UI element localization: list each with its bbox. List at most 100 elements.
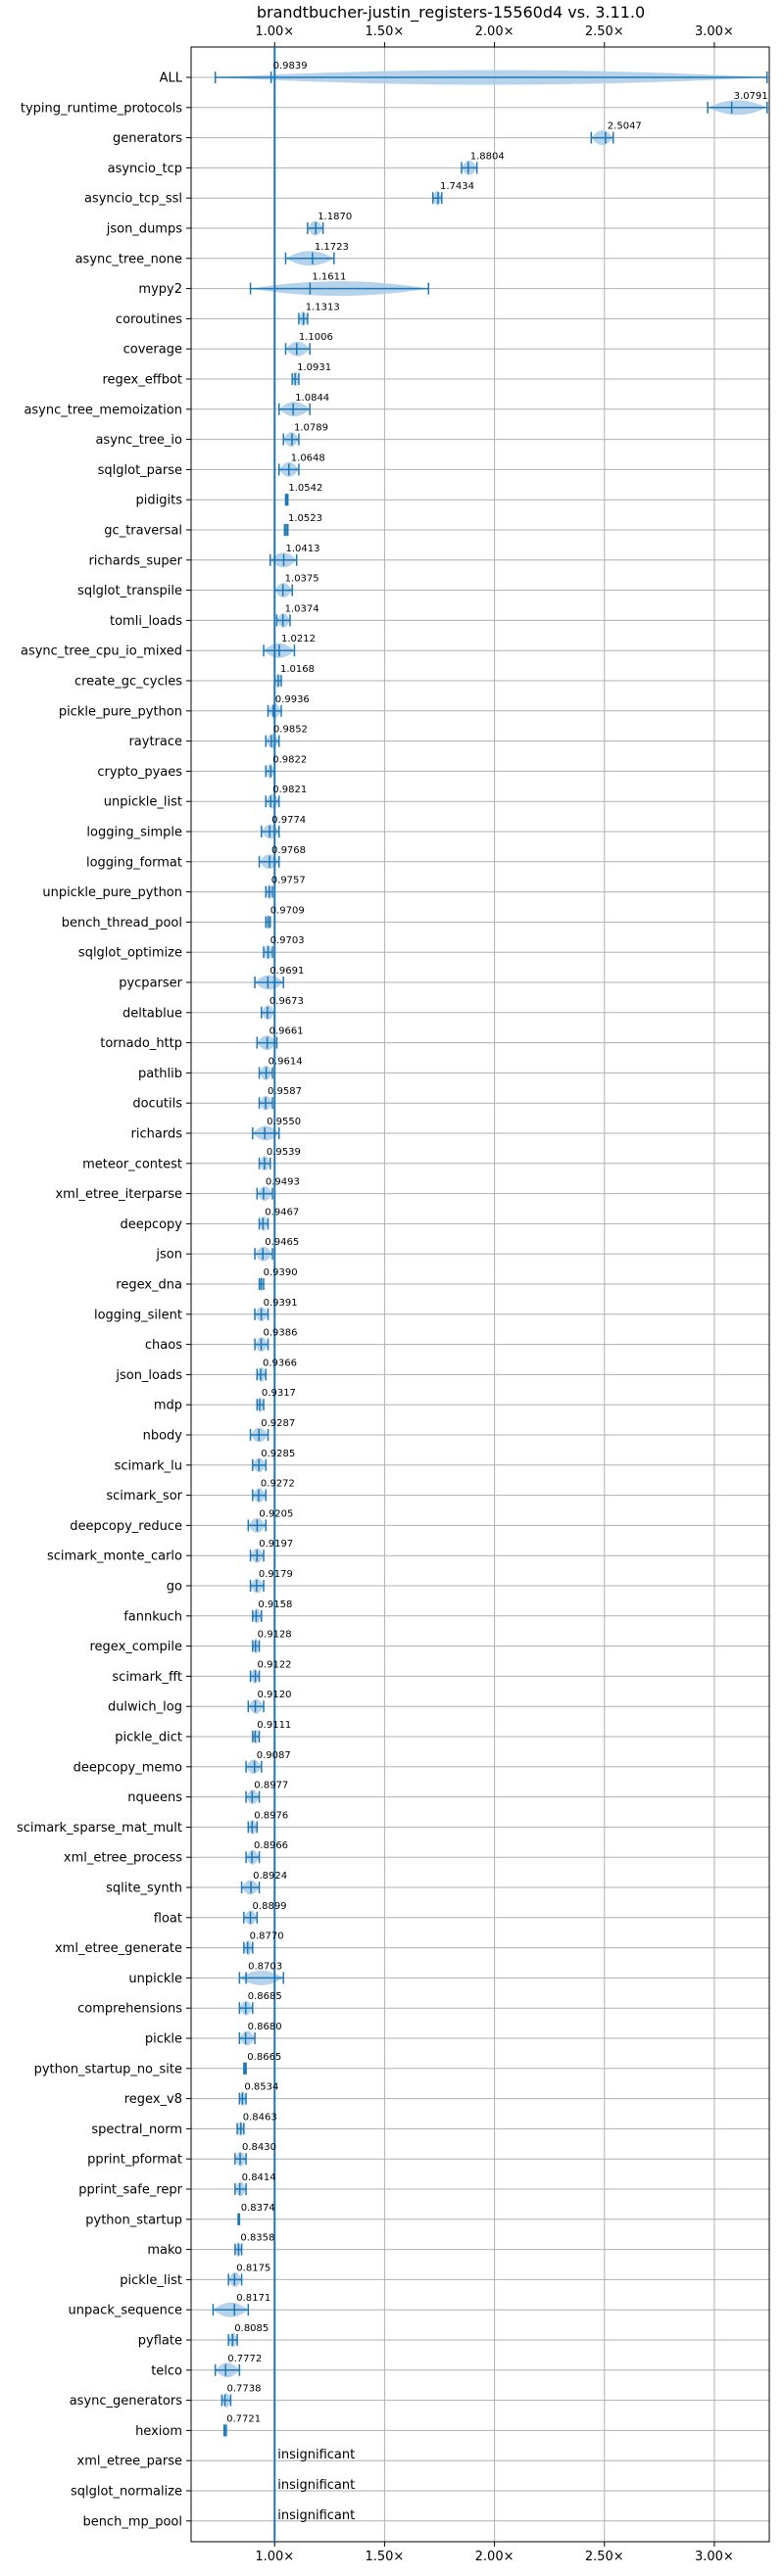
y-tick-label-chaos: chaos [145, 1338, 182, 1353]
y-tick-label-richards: richards [131, 1127, 183, 1142]
y-tick-label-typing-runtime-protocols: typing_runtime_protocols [21, 101, 182, 116]
value-label-asyncio-tcp: 1.8804 [470, 151, 505, 162]
x-tick-label-top: 2.50× [585, 24, 624, 39]
value-label-deepcopy: 0.9467 [265, 1207, 299, 1217]
y-tick-label-gc-traversal: gc_traversal [104, 524, 182, 539]
y-tick-label-sqlite-synth: sqlite_synth [106, 1882, 182, 1896]
y-tick-label-scimark-sor: scimark_sor [106, 1489, 182, 1503]
y-tick-label-logging-format: logging_format [86, 855, 182, 870]
value-label-sqlglot-parse: 1.0648 [291, 453, 325, 463]
value-label-pprint-pformat: 0.8430 [242, 2142, 276, 2153]
y-tick-label-pidigits: pidigits [136, 494, 183, 508]
value-label-xml-etree-generate: 0.8770 [250, 1932, 284, 1942]
y-tick-label-pickle-pure-python: pickle_pure_python [59, 704, 182, 719]
y-tick-label-sqlglot-transpile: sqlglot_transpile [77, 584, 182, 598]
x-tick-label-top: 1.50× [365, 24, 404, 39]
y-tick-label-coroutines: coroutines [116, 312, 182, 327]
y-tick-label-sqlglot-parse: sqlglot_parse [98, 463, 182, 478]
value-label-pickle-list: 0.8175 [236, 2263, 270, 2273]
y-tick-label-pickle-dict: pickle_dict [115, 1731, 182, 1745]
y-tick-label-sqlglot-normalize: sqlglot_normalize [71, 2485, 182, 2500]
y-tick-label-deltablue: deltablue [122, 1006, 182, 1021]
value-label-regex-dna: 0.9390 [264, 1267, 298, 1278]
value-label-regex-v8: 0.8534 [244, 2082, 278, 2093]
value-label-nbody: 0.9287 [261, 1418, 295, 1429]
value-label-scimark-fft: 0.9122 [258, 1659, 292, 1670]
y-tick-label-nbody: nbody [143, 1429, 183, 1444]
value-label-telco: 0.7772 [227, 2354, 262, 2364]
value-label-regex-compile: 0.9128 [258, 1630, 292, 1641]
value-label-chaos: 0.9386 [263, 1328, 297, 1339]
y-tick-label-json: json [155, 1248, 182, 1263]
y-tick-label-dulwich-log: dulwich_log [108, 1700, 182, 1715]
value-label-logging-simple: 0.9774 [271, 815, 306, 826]
y-tick-label-comprehensions: comprehensions [77, 2002, 182, 2017]
value-label-generators: 2.5047 [608, 121, 642, 132]
value-label-dulwich-log: 0.9120 [258, 1690, 292, 1700]
y-tick-label-regex-v8: regex_v8 [124, 2092, 182, 2107]
y-tick-label-richards-super: richards_super [88, 553, 182, 568]
x-tick-label-bottom: 2.00× [475, 2550, 514, 2564]
y-tick-label-coverage: coverage [123, 343, 182, 358]
value-label-unpickle-pure-python: 0.9757 [271, 876, 306, 886]
value-label-scimark-monte-carlo: 0.9197 [259, 1539, 293, 1550]
y-tick-label-xml-etree-iterparse: xml_etree_iterparse [55, 1187, 182, 1202]
y-tick-label-deepcopy-memo: deepcopy_memo [74, 1760, 182, 1775]
y-tick-label-xml-etree-process: xml_etree_process [64, 1851, 182, 1866]
y-tick-label-pprint-safe-repr: pprint_safe_repr [78, 2183, 182, 2198]
value-label-async-tree-io: 1.0789 [294, 423, 328, 434]
y-axis-labels: ALL typing_runtime_protocols generators asy… [17, 72, 191, 2529]
value-label-json-loads: 0.9366 [263, 1358, 297, 1368]
value-label-pickle: 0.8680 [248, 2022, 282, 2032]
value-label-deepcopy-reduce: 0.9205 [259, 1508, 293, 1519]
y-tick-label-pickle-list: pickle_list [120, 2273, 182, 2288]
y-tick-label-unpickle: unpickle [128, 1972, 182, 1986]
value-label-pickle-dict: 0.9111 [257, 1720, 291, 1731]
y-tick-label-regex-dna: regex_dna [116, 1278, 182, 1293]
y-tick-label-pycparser: pycparser [119, 977, 182, 991]
y-tick-label-deepcopy-reduce: deepcopy_reduce [70, 1519, 182, 1534]
value-label-gc-traversal: 1.0523 [288, 513, 322, 524]
y-tick-label-float: float [154, 1911, 182, 1926]
y-tick-label-async-tree-memoization: async_tree_memoization [24, 403, 182, 417]
value-label-fannkuch: 0.9158 [258, 1599, 292, 1610]
y-tick-label-xml-etree-parse: xml_etree_parse [77, 2455, 182, 2469]
y-tick-label-pathlib: pathlib [138, 1067, 182, 1081]
y-tick-label-async-tree-io: async_tree_io [95, 433, 182, 448]
value-label-deltablue: 0.9673 [270, 996, 304, 1007]
value-label-xml-etree-process: 0.8966 [254, 1840, 288, 1851]
y-tick-label-go: go [167, 1580, 182, 1595]
value-label-logging-silent: 0.9391 [264, 1298, 298, 1309]
y-tick-label-telco: telco [151, 2363, 182, 2378]
y-tick-label-unpickle-pure-python: unpickle_pure_python [42, 885, 182, 900]
value-label-create-gc-cycles: 1.0168 [280, 664, 315, 675]
value-label-mypy2: 1.1611 [312, 272, 346, 283]
y-tick-label-pprint-pformat: pprint_pformat [87, 2153, 182, 2168]
y-tick-label-scimark-lu: scimark_lu [115, 1458, 182, 1473]
value-label-go: 0.9179 [259, 1569, 293, 1580]
y-tick-label-asyncio-tcp: asyncio_tcp [108, 162, 182, 176]
y-tick-label-scimark-monte-carlo: scimark_monte_carlo [47, 1550, 182, 1564]
y-tick-label-deepcopy: deepcopy [120, 1217, 182, 1232]
y-tick-label-async-tree-none: async_tree_none [75, 252, 182, 266]
value-labels: 0.9839 3.0791 2.5047 1.8804 1.7434 1.1870 1.17… [226, 61, 768, 2523]
value-label-async-tree-none: 1.1723 [315, 242, 349, 253]
y-tick-label-python-startup-no-site: python_startup_no_site [34, 2062, 182, 2076]
y-tick-label-mypy2: mypy2 [138, 282, 182, 297]
x-tick-label-bottom: 1.50× [365, 2550, 404, 2564]
y-tick-label-asyncio-tcp-ssl: asyncio_tcp_ssl [84, 192, 182, 207]
value-label-xml-etree-iterparse: 0.9493 [266, 1177, 300, 1188]
y-tick-label-pyflate: pyflate [138, 2334, 182, 2349]
y-tick-label-regex-compile: regex_compile [89, 1640, 182, 1654]
value-label-float: 0.8899 [253, 1901, 287, 1912]
y-tick-label-create-gc-cycles: create_gc_cycles [74, 675, 182, 690]
value-label-raytrace: 0.9852 [273, 725, 308, 736]
y-tick-label-generators: generators [113, 131, 182, 146]
value-label-richards-super: 1.0413 [286, 544, 320, 554]
y-tick-label-xml-etree-generate: xml_etree_generate [55, 1941, 182, 1956]
value-label-scimark-sparse-mat-mult: 0.8976 [254, 1810, 288, 1821]
x-tick-label-top: 3.00× [695, 24, 734, 39]
y-tick-label-spectral-norm: spectral_norm [91, 2123, 182, 2137]
y-tick-label-fannkuch: fannkuch [123, 1609, 182, 1624]
